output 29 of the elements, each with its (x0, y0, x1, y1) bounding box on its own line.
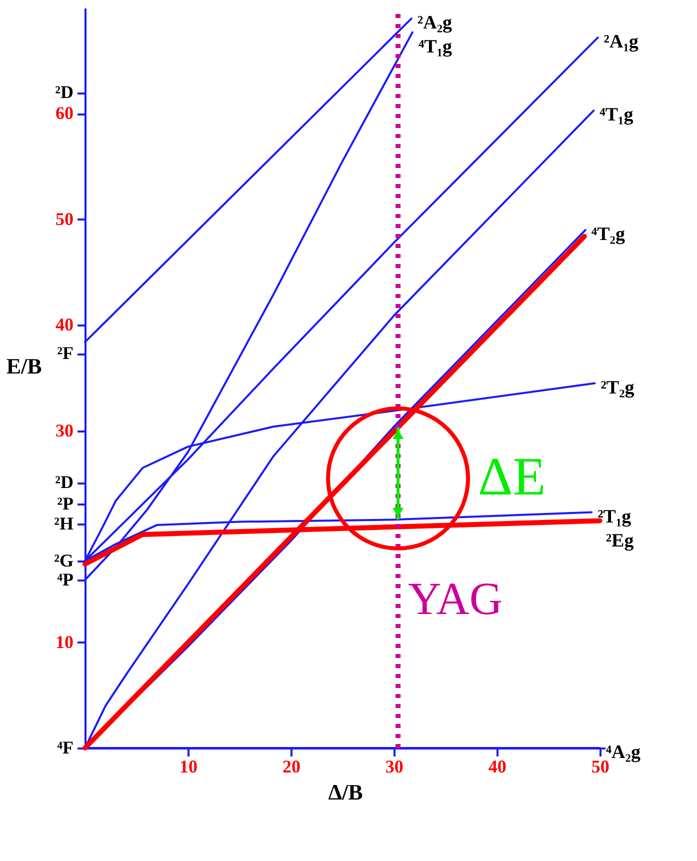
y-tick-label: ²F (57, 343, 74, 364)
series-label: ⁴T₂g (591, 224, 626, 245)
series-label: ²Eg (606, 530, 634, 552)
y-tick-label: 50 (56, 208, 74, 229)
series-label: ²T₂g (600, 377, 635, 398)
series-label: ²A₁g (604, 32, 639, 53)
annotation: ΔE (478, 446, 546, 506)
x-axis-title: Δ/B (328, 780, 364, 804)
y-tick-label: ⁴P (57, 569, 74, 590)
y-tick-label: ²D (55, 82, 74, 102)
y-tick-label: 60 (56, 103, 74, 124)
series-label: ²T₁g (598, 506, 632, 528)
x-tick-label: 20 (282, 756, 300, 776)
series-label: ⁴T₁g (600, 104, 634, 126)
y-tick-label: 10 (56, 632, 74, 652)
series-label: ²A₂g (417, 12, 453, 34)
y-tick-label: ²H (54, 513, 74, 534)
y-tick-label: 30 (56, 420, 74, 440)
ref-line-label: YAG (408, 573, 503, 624)
x-tick-label: 10 (179, 756, 198, 776)
series-label: ⁴T₁g (418, 36, 453, 58)
x-tick-label: 30 (385, 756, 404, 776)
y-tick-label: ²G (54, 550, 74, 570)
y-tick-label: ²D (55, 472, 74, 492)
y-tick-label: 40 (56, 314, 74, 335)
y-tick-label: ²P (57, 493, 74, 514)
x-tick-label: 40 (488, 756, 506, 776)
y-tick-label: ⁴F (57, 738, 74, 758)
y-axis-title: E/B (6, 354, 42, 378)
